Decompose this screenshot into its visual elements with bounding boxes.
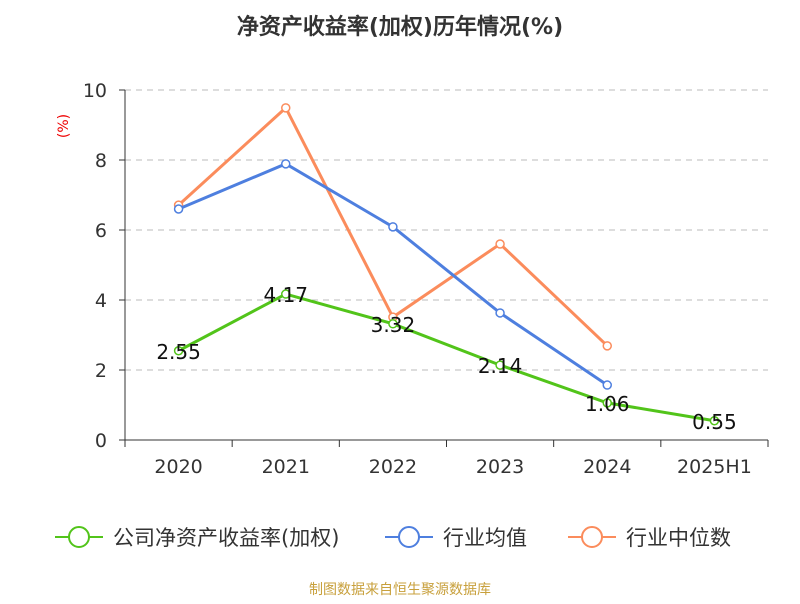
x-tick-label: 2020 <box>154 456 202 478</box>
data-point <box>495 360 505 370</box>
x-tick-label: 2023 <box>476 456 524 478</box>
legend-marker <box>68 526 90 548</box>
series-line <box>177 292 715 423</box>
x-tick-label: 2022 <box>369 456 417 478</box>
y-tick-label: 6 <box>95 220 107 242</box>
source-note: 制图数据来自恒生聚源数据库 <box>309 582 491 598</box>
data-label: 4.17 <box>263 283 308 307</box>
legend-label: 公司净资产收益率(加权) <box>113 526 339 550</box>
legend-label: 行业均值 <box>443 526 527 550</box>
data-point <box>173 204 184 214</box>
x-tick-label: 2024 <box>583 456 631 478</box>
x-tick-label: 2021 <box>262 456 310 478</box>
data-point <box>495 308 505 318</box>
legend-marker <box>581 526 603 548</box>
data-label: 0.55 <box>692 410 737 434</box>
data-point <box>388 319 398 329</box>
y-tick-label: 4 <box>95 290 107 312</box>
data-point <box>281 103 291 113</box>
y-tick-label: 8 <box>95 150 107 172</box>
data-point <box>281 289 291 299</box>
data-label: 2.55 <box>156 340 201 364</box>
data-point <box>709 416 720 426</box>
data-point <box>495 239 505 249</box>
data-point <box>602 380 612 390</box>
chart-title: 净资产收益率(加权)历年情况(%) <box>237 14 563 40</box>
legend-label: 行业中位数 <box>626 526 731 550</box>
data-point <box>281 159 291 169</box>
data-point <box>173 346 184 356</box>
series-line <box>178 162 609 387</box>
data-point <box>602 398 612 408</box>
y-axis-label: (%) <box>56 114 72 138</box>
y-tick-label: 10 <box>83 80 107 102</box>
data-label: 3.32 <box>371 313 416 337</box>
legend-marker <box>398 526 420 548</box>
data-label: 2.14 <box>478 354 523 378</box>
data-point <box>388 222 398 232</box>
x-tick-label: 2025H1 <box>677 456 752 478</box>
y-tick-label: 0 <box>95 430 107 452</box>
data-label: 1.06 <box>585 392 630 416</box>
data-point <box>602 341 612 351</box>
y-tick-label: 2 <box>95 360 107 382</box>
